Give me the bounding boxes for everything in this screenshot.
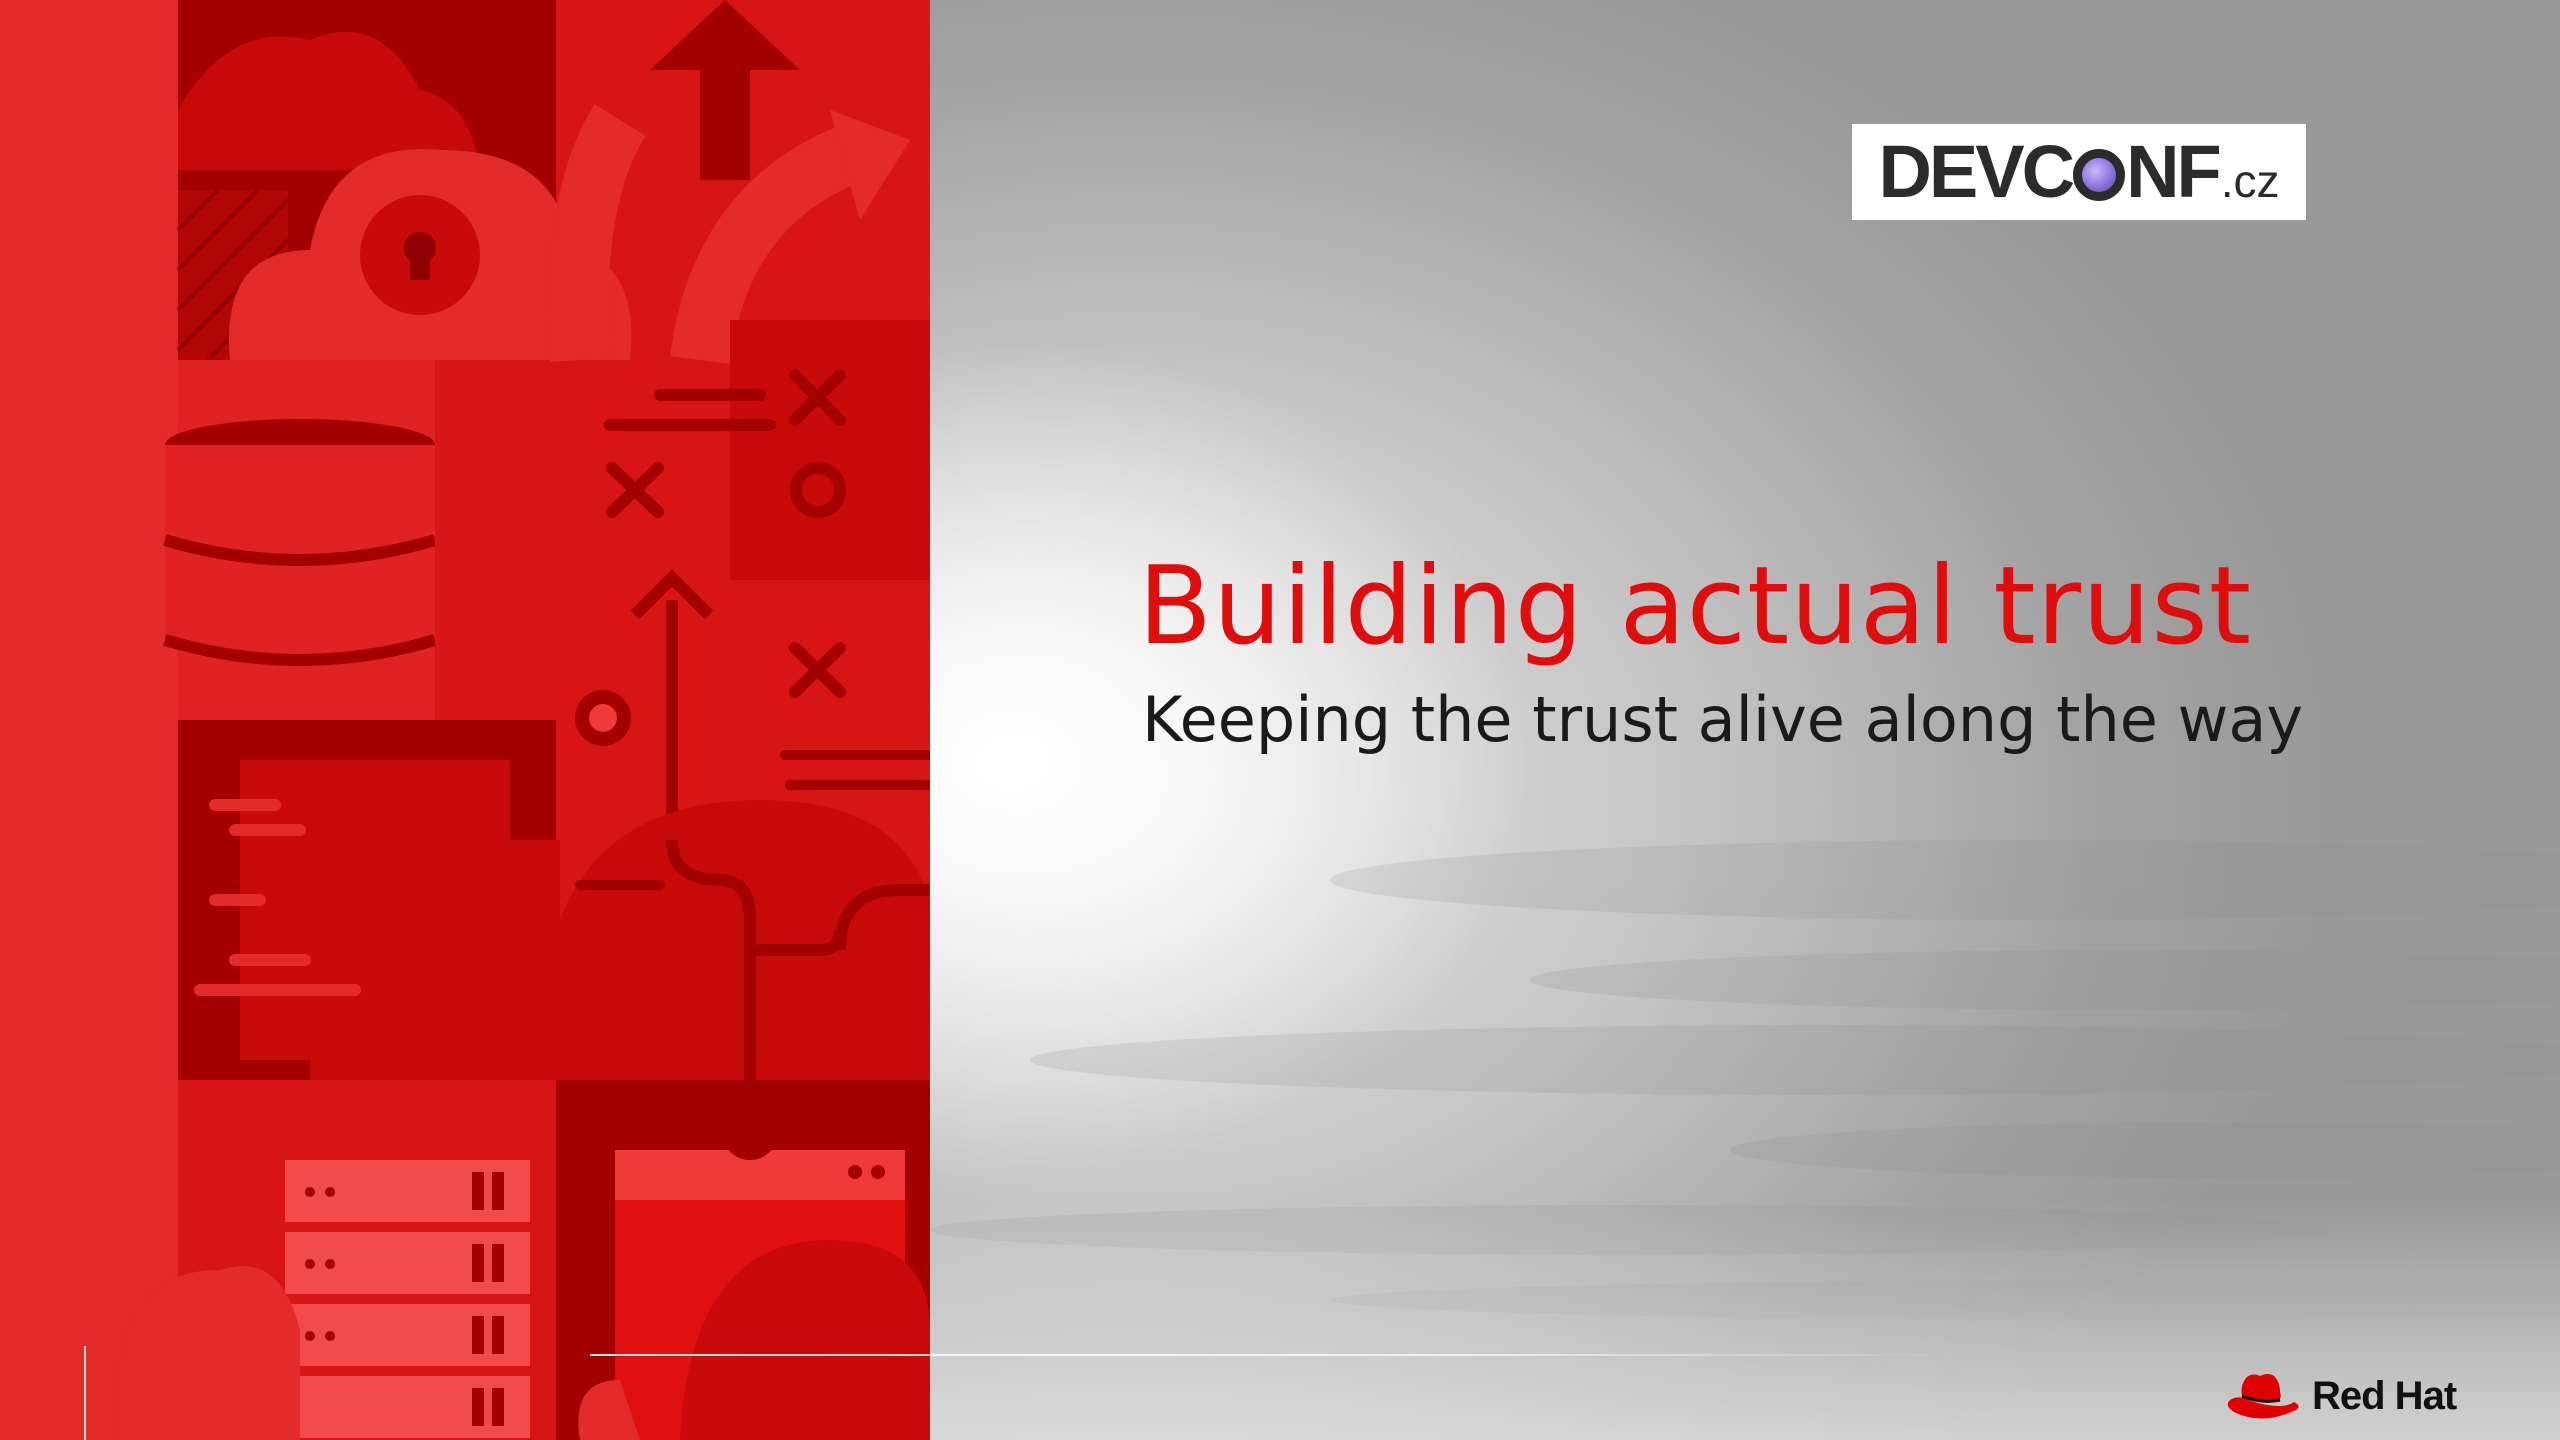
redhat-logo-text: Red Hat: [2312, 1373, 2457, 1418]
slide-subtitle: Keeping the trust alive along the way: [1142, 683, 2304, 756]
horizontal-divider: [590, 1354, 1970, 1356]
lens-icon: [2073, 149, 2126, 201]
devconf-logo: DEVC NF .cz: [1852, 124, 2306, 220]
devconf-logo-text: DEVC NF .cz: [1878, 135, 2279, 209]
slide-title: Building actual trust: [1138, 544, 2253, 669]
illustration-icon: [0, 0, 930, 1440]
devconf-logo-part-1: DEVC: [1878, 130, 2075, 213]
red-hat-icon: [2227, 1374, 2299, 1419]
sky-background: [930, 0, 2560, 1440]
devconf-logo-suffix: .cz: [2220, 155, 2280, 207]
cloud-texture-icon: [930, 840, 2560, 1440]
red-illustration-panel: [0, 0, 930, 1440]
redhat-logo: Red Hat: [2222, 1366, 2457, 1426]
left-divider-tick: [84, 1346, 86, 1440]
devconf-logo-part-2: NF: [2126, 130, 2222, 213]
